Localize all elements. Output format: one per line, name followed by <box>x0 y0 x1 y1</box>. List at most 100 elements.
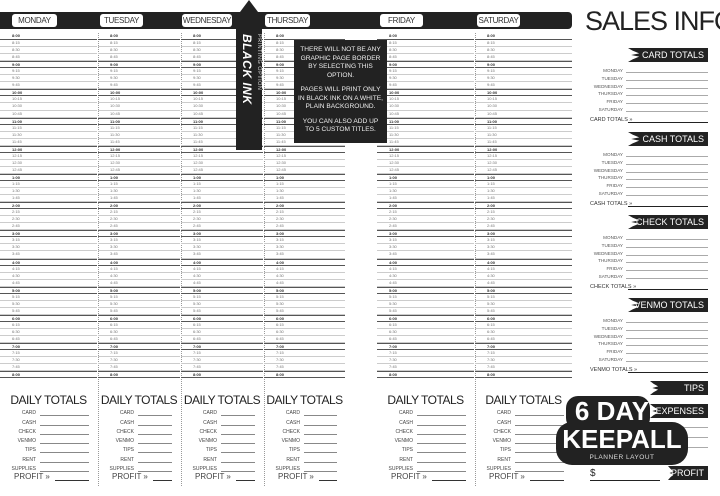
weekday-row[interactable]: SATURDAY <box>590 354 708 362</box>
time-slot[interactable]: 12:30 <box>377 160 474 167</box>
time-slot[interactable]: 1:15 <box>264 181 345 189</box>
time-slot[interactable]: 6:00 <box>181 314 263 322</box>
time-slot[interactable]: 2:00 <box>264 202 345 210</box>
total-input-line[interactable] <box>515 456 564 463</box>
time-slot[interactable]: 4:30 <box>377 273 474 280</box>
time-slot[interactable]: 12:15 <box>264 153 345 160</box>
time-slot[interactable]: 9:00 <box>98 61 180 69</box>
entry-line[interactable] <box>626 339 708 347</box>
time-slot[interactable]: 11:45 <box>377 139 474 146</box>
total-input-line[interactable] <box>138 419 172 426</box>
weekday-row[interactable]: SATURDAY <box>590 188 708 196</box>
weekday-row[interactable]: THURSDAY <box>590 338 708 347</box>
time-slot[interactable]: 4:45 <box>377 280 474 287</box>
entry-line[interactable] <box>626 97 708 105</box>
time-slot[interactable]: 1:15 <box>181 181 263 189</box>
time-slot[interactable]: 7:00 <box>475 343 572 351</box>
total-input-line[interactable] <box>221 437 255 445</box>
total-input-line[interactable] <box>221 428 255 435</box>
time-slot[interactable]: 2:30 <box>264 216 345 224</box>
total-input-line[interactable] <box>417 465 466 473</box>
time-slot[interactable]: 6:15 <box>264 322 345 329</box>
time-slot[interactable]: 3:30 <box>475 244 572 252</box>
weekday-row[interactable]: THURSDAY <box>590 255 708 264</box>
time-slot[interactable]: 11:00 <box>377 117 474 125</box>
time-slot[interactable]: 10:30 <box>0 103 97 111</box>
total-row[interactable]: VENMO <box>98 435 180 445</box>
total-input-line[interactable] <box>417 428 466 435</box>
entry-line[interactable] <box>626 233 708 240</box>
time-slot[interactable]: 7:15 <box>181 350 263 358</box>
time-slot[interactable]: 6:45 <box>475 336 572 344</box>
time-slot[interactable]: 12:15 <box>181 153 263 160</box>
total-row[interactable]: CARD <box>98 407 180 417</box>
entry-line[interactable] <box>626 256 708 264</box>
time-slot[interactable]: 7:00 <box>98 343 180 351</box>
time-slot[interactable]: 2:45 <box>0 223 97 231</box>
time-slot[interactable]: 7:45 <box>98 364 180 372</box>
time-slot[interactable]: 3:15 <box>181 237 263 245</box>
total-row[interactable]: CARD <box>475 407 572 417</box>
time-slot[interactable]: 11:45 <box>475 139 572 146</box>
section-total-row[interactable]: CASH TOTALS » <box>590 199 708 207</box>
time-slot[interactable]: 8:30 <box>98 47 180 55</box>
total-row[interactable]: RENT <box>0 453 97 463</box>
entry-line[interactable] <box>626 158 708 165</box>
entry-line[interactable] <box>626 105 708 112</box>
time-slot[interactable]: 10:00 <box>181 89 263 97</box>
total-input-line[interactable] <box>515 409 564 417</box>
time-slot[interactable]: 10:30 <box>98 103 180 111</box>
time-slot[interactable]: 4:15 <box>0 266 97 273</box>
time-slot[interactable]: 7:00 <box>264 343 345 351</box>
time-slot[interactable]: 1:30 <box>475 188 572 196</box>
entry-line[interactable] <box>626 166 708 173</box>
time-slot[interactable]: 2:00 <box>377 202 474 210</box>
time-slot[interactable]: 3:30 <box>181 244 263 252</box>
time-slot[interactable]: 9:00 <box>377 61 474 69</box>
time-slot[interactable]: 9:45 <box>98 82 180 90</box>
time-slot[interactable]: 9:45 <box>475 82 572 90</box>
time-slot[interactable]: 7:00 <box>0 343 97 351</box>
time-slot[interactable]: 11:15 <box>181 125 263 132</box>
time-slot[interactable]: 2:45 <box>181 223 263 231</box>
time-slot[interactable]: 7:45 <box>0 364 97 372</box>
time-slot[interactable]: 11:00 <box>98 117 180 125</box>
time-slot[interactable]: 4:30 <box>98 273 180 280</box>
time-slot[interactable]: 4:45 <box>264 280 345 287</box>
time-slot[interactable]: 9:30 <box>377 75 474 83</box>
time-slot[interactable]: 2:30 <box>98 216 180 224</box>
time-slot[interactable]: 2:15 <box>475 209 572 217</box>
time-slot[interactable]: 8:30 <box>475 47 572 55</box>
time-slot[interactable]: 4:00 <box>98 258 180 266</box>
time-slot[interactable]: 8:15 <box>475 40 572 48</box>
time-slot[interactable]: 11:45 <box>181 139 263 146</box>
time-slot[interactable]: 3:00 <box>475 230 572 238</box>
time-slot[interactable]: 12:00 <box>475 145 572 153</box>
total-input-line[interactable] <box>417 437 466 445</box>
time-slot[interactable]: 2:00 <box>181 202 263 210</box>
weekday-row[interactable]: MONDAY <box>590 315 708 323</box>
time-slot[interactable]: 3:00 <box>264 230 345 238</box>
time-slot[interactable]: 12:00 <box>181 145 263 153</box>
time-slot[interactable]: 9:00 <box>475 61 572 69</box>
time-slot[interactable]: 8:30 <box>0 47 97 55</box>
time-slot[interactable]: 6:30 <box>475 329 572 337</box>
time-slot[interactable]: 6:15 <box>0 322 97 329</box>
total-row[interactable]: SUPPLIES <box>377 463 474 473</box>
time-slot[interactable]: 7:30 <box>181 357 263 365</box>
time-slot[interactable]: 7:30 <box>98 357 180 365</box>
time-slot[interactable]: 1:00 <box>377 173 474 181</box>
total-input-line[interactable] <box>40 446 89 454</box>
total-input-line[interactable] <box>515 446 564 454</box>
time-slot[interactable]: 3:30 <box>377 244 474 252</box>
time-slot[interactable]: 10:15 <box>0 96 97 104</box>
time-slot[interactable]: 2:00 <box>475 202 572 210</box>
total-row[interactable]: RENT <box>264 453 345 463</box>
total-row[interactable]: RENT <box>377 453 474 463</box>
time-slot[interactable]: 6:15 <box>377 322 474 329</box>
total-input-line[interactable] <box>304 419 337 426</box>
time-slot[interactable]: 8:00 <box>98 33 180 41</box>
profit-input-line[interactable] <box>153 474 172 482</box>
section-total-line[interactable] <box>628 283 708 290</box>
time-slot[interactable]: 5:00 <box>475 286 572 294</box>
